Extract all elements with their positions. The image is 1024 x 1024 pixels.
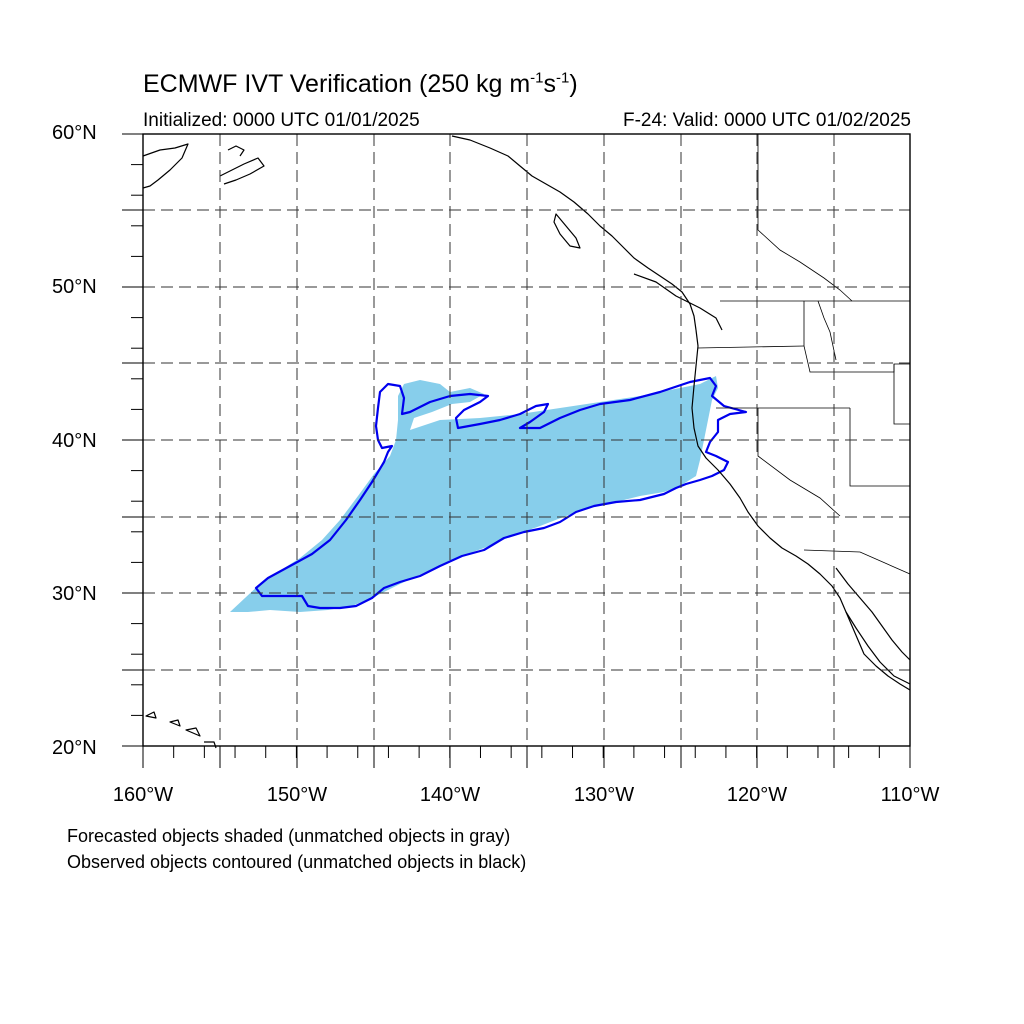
graticule (143, 134, 910, 746)
lat-label-60n: 60°N (52, 122, 97, 144)
forecast-ivt-object (230, 376, 718, 612)
chart-title: ECMWF IVT Verification (250 kg m-1s-1) (143, 69, 578, 98)
lat-label-30n: 30°N (52, 583, 97, 605)
lon-label-160w: 160°W (112, 784, 174, 806)
init-time-label: Initialized: 0000 UTC 01/01/2025 (143, 110, 420, 131)
coastline (142, 135, 911, 749)
lon-label-110w: 110°W (880, 784, 940, 806)
lon-label-120w: 120°W (726, 784, 788, 806)
lon-label-130w: 130°W (573, 784, 635, 806)
lat-label-20n: 20°N (52, 737, 97, 759)
lon-label-150w: 150°W (266, 784, 328, 806)
political-borders (697, 134, 911, 575)
lat-label-40n: 40°N (52, 430, 97, 452)
lat-label-50n: 50°N (52, 276, 97, 298)
lon-label-140w: 140°W (419, 784, 481, 806)
legend-note-forecast: Forecasted objects shaded (unmatched obj… (67, 826, 511, 846)
valid-time-label: F-24: Valid: 0000 UTC 01/02/2025 (623, 110, 911, 131)
minor-ticks (131, 164, 880, 758)
legend-note-observed: Observed objects contoured (unmatched ob… (67, 852, 527, 872)
observed-ivt-contour (254, 376, 748, 610)
